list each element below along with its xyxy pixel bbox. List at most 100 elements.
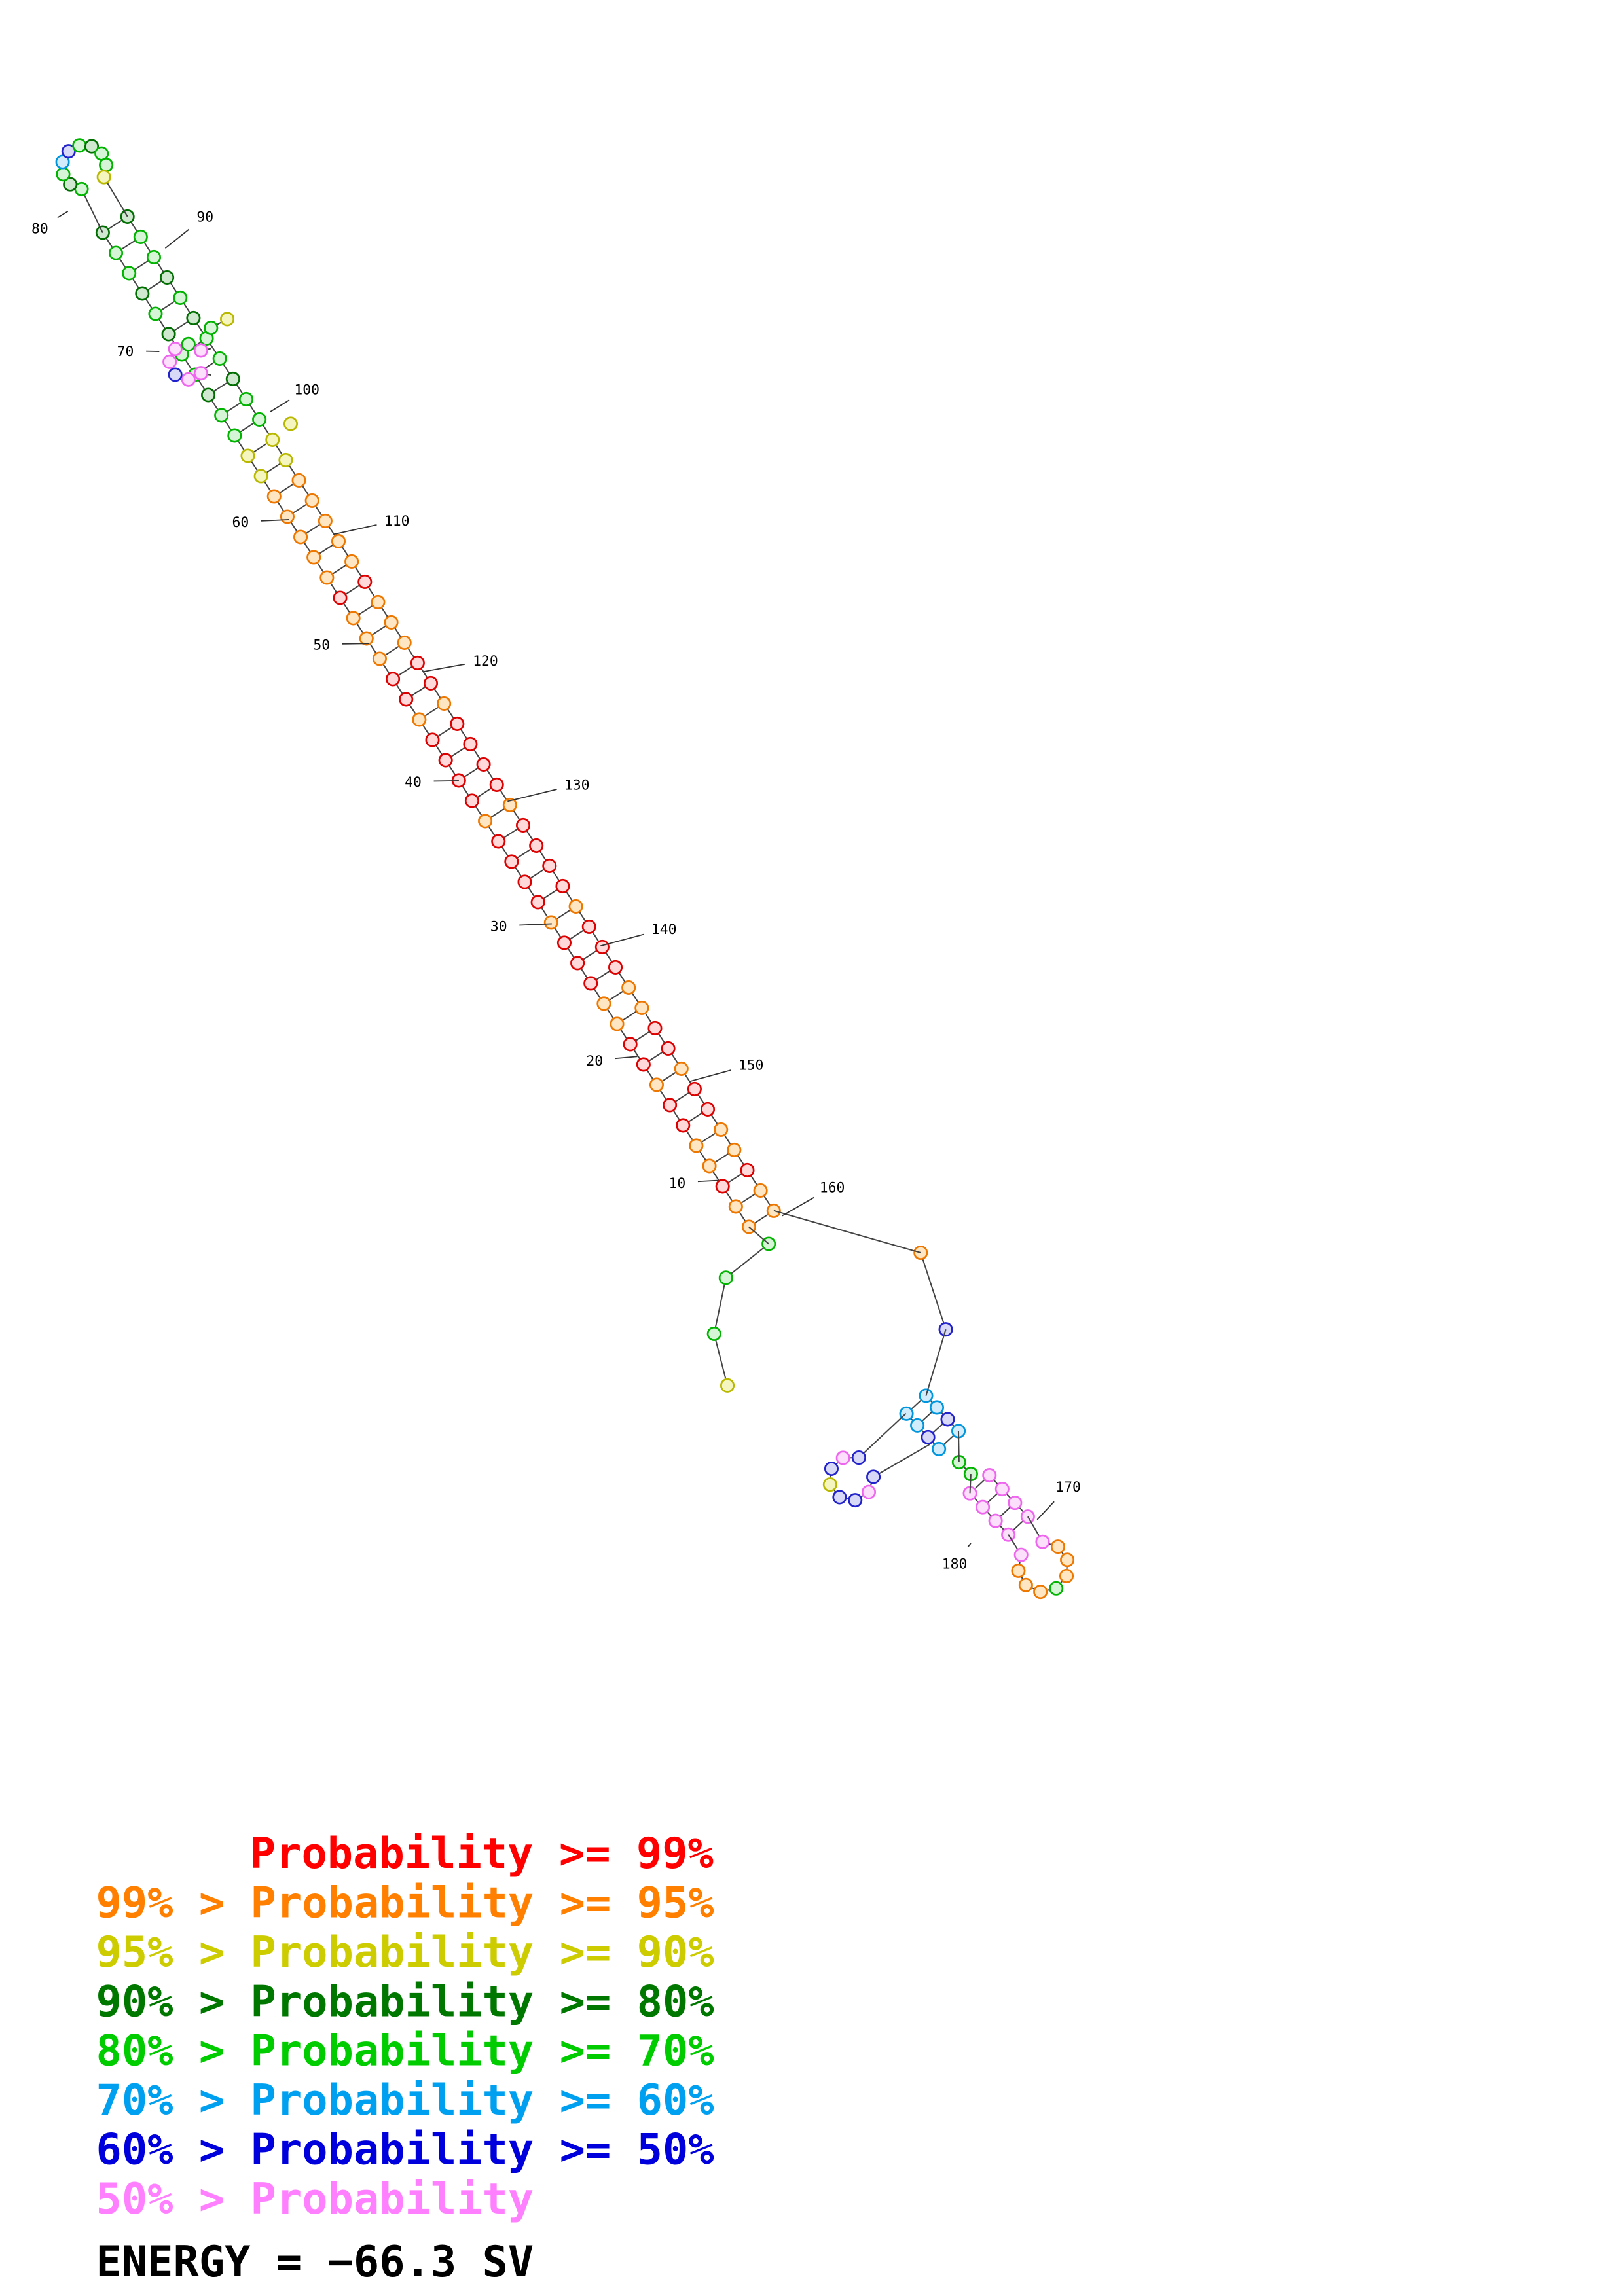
backbone-line [103,177,128,217]
legend-item: 99% > Probability >= 95% [96,1878,714,1928]
nucleotide [649,1077,665,1092]
position-label: 40 [405,774,422,791]
nucleotide [1060,1552,1075,1568]
backbone-line [748,1226,769,1245]
label-tick [697,1179,719,1183]
nucleotide [661,1041,676,1056]
position-label: 110 [384,513,410,529]
nucleotide [976,1499,991,1515]
nucleotide [346,611,361,626]
nucleotide [851,1450,866,1465]
legend-item: 95% > Probability >= 90% [96,1928,714,1977]
position-label: 60 [232,514,249,531]
label-tick [507,789,557,802]
nucleotide [283,416,299,431]
nucleotide [238,391,254,406]
nucleotide [822,1477,837,1492]
nucleotide [181,336,196,351]
nucleotide [225,371,240,386]
nucleotide [220,312,235,327]
nucleotide [848,1493,863,1508]
nucleotide [596,996,611,1011]
legend-item: 50% > Probability [96,2174,534,2224]
nucleotide [384,615,399,630]
label-tick [57,211,69,219]
nucleotide [173,290,188,305]
nucleotide [1018,1577,1033,1592]
nucleotide [529,838,544,853]
nucleotide [181,372,196,387]
nucleotide [570,956,585,971]
position-label: 70 [117,344,134,360]
backbone-line [713,1278,727,1335]
nucleotide [1050,1539,1065,1554]
nucleotide [720,1378,735,1393]
nucleotide [594,939,610,954]
nucleotide [982,1467,997,1483]
nucleotide [676,1118,691,1133]
nucleotide [410,655,425,670]
position-label: 90 [196,209,213,226]
nucleotide [438,753,453,768]
backbone-line [969,1474,972,1494]
nucleotide [714,1122,729,1137]
nucleotide [240,448,255,463]
nucleotide [318,513,333,528]
nucleotide [146,249,162,264]
label-tick [342,643,369,645]
nucleotide [331,533,346,548]
nucleotide [386,672,401,687]
nucleotide [491,834,506,849]
nucleotide [161,327,176,342]
nucleotide [99,158,114,173]
nucleotide [359,631,374,646]
nucleotide [728,1199,743,1214]
legend-item: 60% > Probability >= 50% [96,2125,714,2175]
position-label: 130 [564,777,590,793]
legend-item: Probability >= 99% [250,1829,714,1878]
nucleotide [913,1245,928,1261]
nucleotide [581,919,596,934]
nucleotide [201,387,216,403]
position-labels: 80 90 70 100 60 110 50 120 40 130 30 140 20 150 10 160 1… [31,209,1081,1573]
nucleotide [464,793,479,808]
backbone-line [858,1412,907,1458]
nucleotide [718,1270,733,1285]
nucleotide [55,154,70,170]
nucleotide [293,529,308,545]
nucleotide [689,1138,704,1153]
nucleotide [568,899,583,914]
nucleotide [423,675,439,691]
nucleotide [306,550,321,565]
nucleotide [636,1057,651,1072]
backbone-line [81,188,103,234]
energy-text: ENERGY = −66.3 SV [96,2237,534,2287]
nucleotide [543,915,558,930]
label-tick [615,1056,638,1060]
nucleotide [929,1400,945,1415]
nucleotide [515,817,531,833]
nucleotide [1049,1581,1064,1596]
nucleotide [687,1081,702,1096]
label-tick [423,663,465,672]
nucleotide [371,594,386,609]
nucleotide [265,432,280,447]
nucleotide [489,777,504,792]
nucleotide [583,976,598,991]
nucleotide [556,935,572,950]
nucleotide [702,1158,717,1174]
nucleotide [437,696,452,711]
legend-item: 80% > Probability >= 70% [96,2026,714,2076]
position-label: 50 [313,637,330,653]
nucleotide [478,814,493,829]
nucleotide [824,1461,839,1477]
nucleotide [727,1142,742,1157]
label-tick [164,228,190,249]
label-tick [333,524,377,535]
nucleotide [357,574,373,589]
nucleotide [701,1102,716,1117]
label-tick [269,399,290,413]
nucleotide [555,878,570,893]
nucleotide [425,732,440,747]
nucleotide [122,266,137,281]
